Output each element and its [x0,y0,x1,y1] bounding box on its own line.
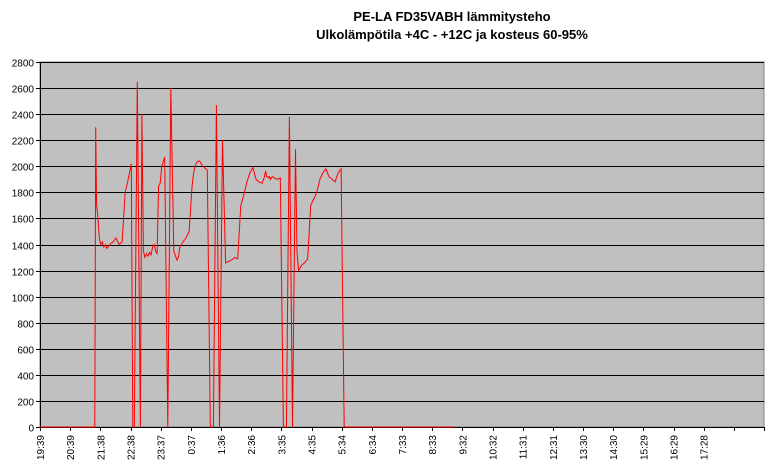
y-tick-label-2000: 2000 [12,163,35,174]
chart-title: PE-LA FD35VABH lämmitysteho [353,9,551,24]
y-tick-label-1000: 1000 [12,294,35,305]
x-tick-label-17: 12:31 [549,435,560,460]
x-tick-label-2: 21:38 [96,435,107,460]
x-tick-label-0: 19:39 [36,435,47,460]
x-tick-label-10: 5:34 [338,435,349,455]
y-tick-label-2200: 2200 [12,137,35,148]
y-tick-label-2600: 2600 [12,85,35,96]
y-tick-label-1400: 1400 [12,242,35,253]
y-tick-label-400: 400 [17,372,34,383]
x-tick-label-20: 15:29 [639,435,650,460]
x-tick-label-7: 2:36 [247,435,258,455]
x-tick-label-22: 17:28 [700,435,711,460]
x-tick-label-8: 3:35 [277,435,288,455]
x-tick-label-9: 4:35 [308,435,319,455]
chart-subtitle: Ulkolämpötila +4C - +12C ja kosteus 60-9… [316,27,588,42]
y-tick-label-2800: 2800 [12,59,35,70]
x-tick-label-6: 1:36 [217,435,228,455]
x-tick-label-19: 14:30 [609,435,620,460]
x-tick-label-1: 20:39 [66,435,77,460]
x-tick-label-18: 13:30 [579,435,590,460]
x-tick-label-3: 22:38 [127,435,138,460]
x-tick-label-21: 16:29 [670,435,681,460]
y-tick-label-200: 200 [17,398,34,409]
y-tick-label-600: 600 [17,346,34,357]
y-tick-label-1800: 1800 [12,189,35,200]
x-tick-label-14: 9:32 [458,435,469,455]
plot-area [39,61,765,428]
series-line-0 [40,81,455,428]
x-tick-label-16: 11:31 [519,435,530,460]
y-tick-label-2400: 2400 [12,111,35,122]
x-tick-label-12: 7:33 [398,435,409,455]
x-tick-label-5: 0:37 [187,435,198,455]
y-tick-label-800: 800 [17,320,34,331]
y-tick-label-1200: 1200 [12,268,35,279]
y-tick-label-1600: 1600 [12,215,35,226]
x-tick-label-4: 23:37 [157,435,168,460]
y-tick-label-0: 0 [28,424,34,435]
x-tick-label-15: 10:32 [489,435,500,460]
x-tick-label-11: 6:34 [368,435,379,455]
x-tick-label-13: 8:33 [428,435,439,455]
